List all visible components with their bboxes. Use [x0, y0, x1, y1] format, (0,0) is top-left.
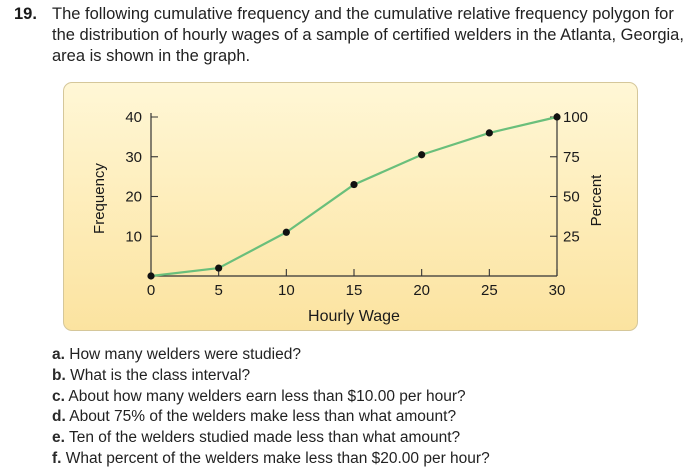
data-point: [485, 129, 493, 137]
chart-axis-labels: Hourly Wage Frequency Percent: [91, 163, 605, 325]
question-text: Ten of the welders studied made less tha…: [64, 429, 461, 447]
question-text: What percent of the welders make less th…: [61, 449, 490, 467]
question-text: How many welders were studied?: [64, 346, 301, 363]
x-tick-label: 30: [549, 282, 566, 299]
cumulative-frequency-chart: 0 5 10 15 20 25 30 10 20 30 40 25 50 75 100 Hourly Wag…: [91, 109, 605, 325]
x-tick-label: 5: [214, 282, 222, 299]
chart-series: [147, 113, 561, 280]
problem-number: 19.: [14, 5, 37, 23]
problem-statement: The following cumulative frequency and t…: [52, 5, 684, 65]
problem-header: 19. The following cumulative frequency a…: [14, 4, 694, 67]
x-axis-label: Hourly Wage: [308, 308, 400, 325]
y2-axis-label: Percent: [588, 174, 605, 227]
chart-ticks: 0 5 10 15 20 25 30 10 20 30 40 25 50 75 100: [125, 109, 588, 299]
y2-tick-label: 100: [563, 109, 588, 126]
y2-tick-label: 50: [563, 189, 580, 206]
x-tick-label: 15: [346, 282, 363, 299]
chart-axes: [150, 113, 558, 277]
data-point: [282, 228, 290, 236]
question-letter: f.: [52, 449, 62, 467]
data-point: [418, 151, 426, 159]
y-tick-label: 10: [125, 228, 142, 245]
y-axis-label: Frequency: [91, 163, 108, 234]
question-letter: b.: [52, 366, 66, 384]
x-tick-label: 20: [413, 282, 430, 299]
question-item: b. What is the class interval?: [52, 366, 490, 387]
question-letter: e.: [52, 429, 65, 447]
x-tick-label: 0: [147, 282, 155, 299]
question-item: f. What percent of the welders make less…: [52, 449, 490, 470]
data-point: [147, 272, 155, 280]
data-point: [350, 180, 358, 189]
y2-tick-label: 75: [563, 149, 580, 166]
question-text: About 75% of the welders make less than …: [65, 408, 457, 426]
y-tick-label: 30: [125, 149, 142, 166]
chart-panel: 0 5 10 15 20 25 30 10 20 30 40 25 50 75 100 Hourly Wag…: [63, 82, 638, 331]
question-text: About how many welders earn less than $1…: [64, 387, 466, 405]
question-text: What is the class interval?: [65, 366, 251, 384]
question-item: c. About how many welders earn less than…: [52, 387, 490, 408]
data-point: [215, 264, 223, 272]
question-letter: a.: [52, 346, 65, 363]
question-item: d. About 75% of the welders make less th…: [52, 407, 490, 428]
x-tick-label: 25: [481, 282, 498, 299]
question-list: a. How many welders were studied? b. What…: [52, 345, 490, 470]
y-tick-label: 20: [125, 189, 142, 206]
question-letter: d.: [52, 408, 66, 426]
question-item: e. Ten of the welders studied made less …: [52, 428, 490, 449]
y2-tick-label: 25: [563, 228, 580, 245]
data-point: [553, 113, 561, 121]
question-letter: c.: [52, 387, 65, 405]
question-item: a. How many welders were studied?: [52, 345, 490, 366]
y-tick-label: 40: [125, 109, 142, 126]
series-line: [150, 115, 558, 278]
x-tick-label: 10: [278, 282, 295, 299]
